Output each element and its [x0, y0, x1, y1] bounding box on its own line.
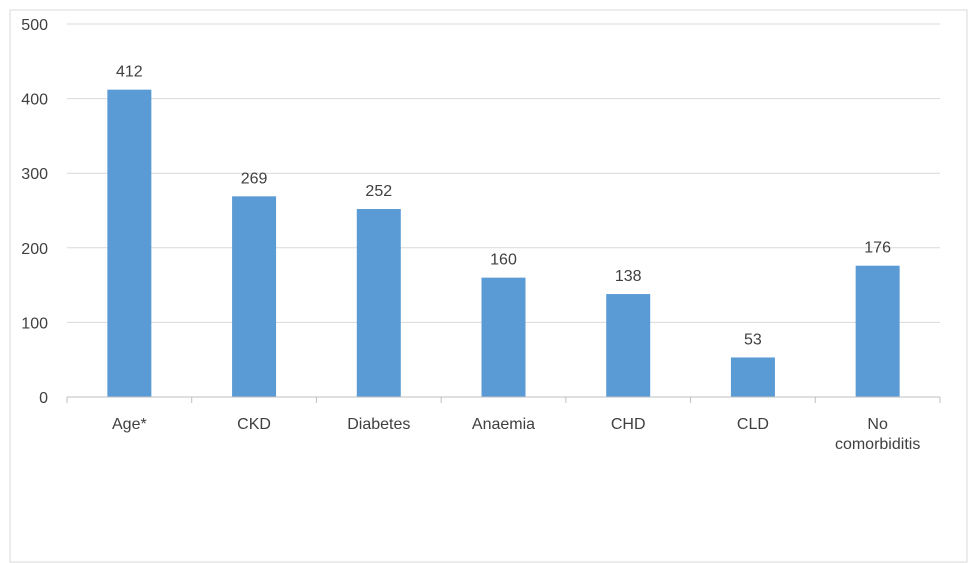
- bar-3: [481, 277, 526, 397]
- y-tick-label: 100: [21, 315, 48, 332]
- x-tick-label: CKD: [237, 416, 271, 433]
- y-tick-label: 0: [39, 390, 48, 407]
- bar-2: [356, 209, 401, 397]
- data-labels: 412 269 252 160 138 53 176: [116, 64, 891, 349]
- data-label: 269: [241, 170, 268, 187]
- y-axis-ticks: 0 100 200 300 400 500: [21, 17, 48, 407]
- y-tick-label: 200: [21, 241, 48, 258]
- gridlines: [67, 23, 940, 323]
- x-tick-label: No: [867, 416, 888, 433]
- x-axis: Age* CKD Diabetes Anaemia CHD CLD No comorbidit…: [66, 396, 941, 453]
- data-label: 176: [864, 240, 891, 257]
- x-tick-label: comorbiditis: [835, 436, 920, 453]
- x-tick-label: Anaemia: [472, 416, 535, 433]
- x-tick-label: CHD: [611, 416, 646, 433]
- data-label: 160: [490, 252, 517, 269]
- y-tick-label: 400: [21, 92, 48, 109]
- data-label: 138: [615, 268, 642, 285]
- y-tick-label: 500: [21, 17, 48, 34]
- x-tick-label: Diabetes: [347, 416, 410, 433]
- y-tick-label: 300: [21, 166, 48, 183]
- data-label: 412: [116, 64, 143, 81]
- bar-6: [855, 265, 900, 397]
- data-label: 53: [744, 331, 762, 348]
- data-label: 252: [365, 183, 392, 200]
- bars: [107, 89, 900, 397]
- bar-0: [107, 89, 152, 397]
- bar-4: [606, 294, 651, 397]
- x-tick-label: CLD: [737, 416, 769, 433]
- chart-border: [9, 9, 968, 563]
- x-tick-label: Age*: [112, 416, 147, 433]
- bar-1: [232, 196, 277, 397]
- bar-5: [730, 357, 775, 397]
